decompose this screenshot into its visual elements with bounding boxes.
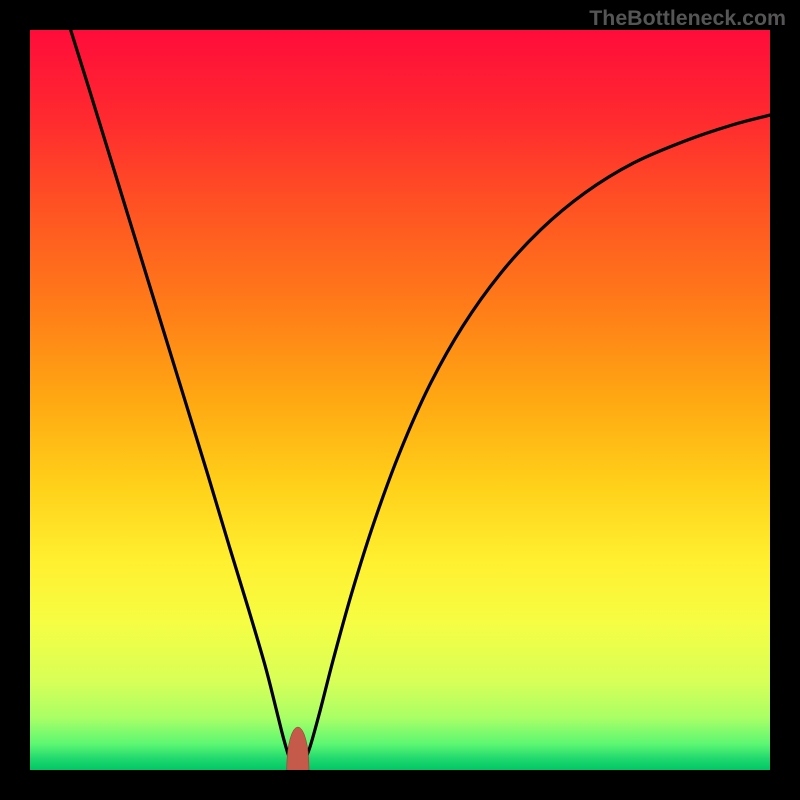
minimum-marker — [287, 727, 309, 770]
curve-segment — [71, 30, 294, 766]
curve-segment — [302, 115, 770, 765]
plot-area — [30, 30, 770, 770]
chart-canvas: TheBottleneck.com — [0, 0, 800, 800]
watermark-text: TheBottleneck.com — [589, 6, 786, 31]
curve-layer — [30, 30, 770, 770]
